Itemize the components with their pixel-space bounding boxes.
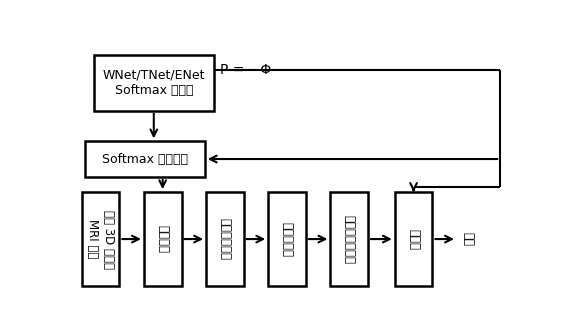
FancyBboxPatch shape [144,192,182,286]
Text: 兼容性更新: 兼容性更新 [281,221,293,256]
Text: 数据传输: 数据传输 [156,225,169,253]
FancyBboxPatch shape [85,141,205,177]
Text: WNet/TNet/ENet
Softmax 层输出: WNet/TNet/ENet Softmax 层输出 [103,68,205,97]
Text: 输出: 输出 [461,232,474,246]
Text: 加权滤波输出: 加权滤波输出 [218,218,231,260]
FancyBboxPatch shape [268,192,306,286]
FancyBboxPatch shape [94,55,214,111]
FancyBboxPatch shape [395,192,433,286]
Text: 归一化: 归一化 [407,229,420,249]
FancyBboxPatch shape [330,192,368,286]
Text: P = −Φ: P = −Φ [221,63,272,78]
FancyBboxPatch shape [81,192,119,286]
Text: 加入一元势函数: 加入一元势函数 [343,214,356,264]
Text: 输入 3D 脑肿瘤
MRI 图像: 输入 3D 脑肿瘤 MRI 图像 [86,210,115,269]
Text: Softmax 层归一化: Softmax 层归一化 [102,152,188,166]
FancyBboxPatch shape [206,192,244,286]
